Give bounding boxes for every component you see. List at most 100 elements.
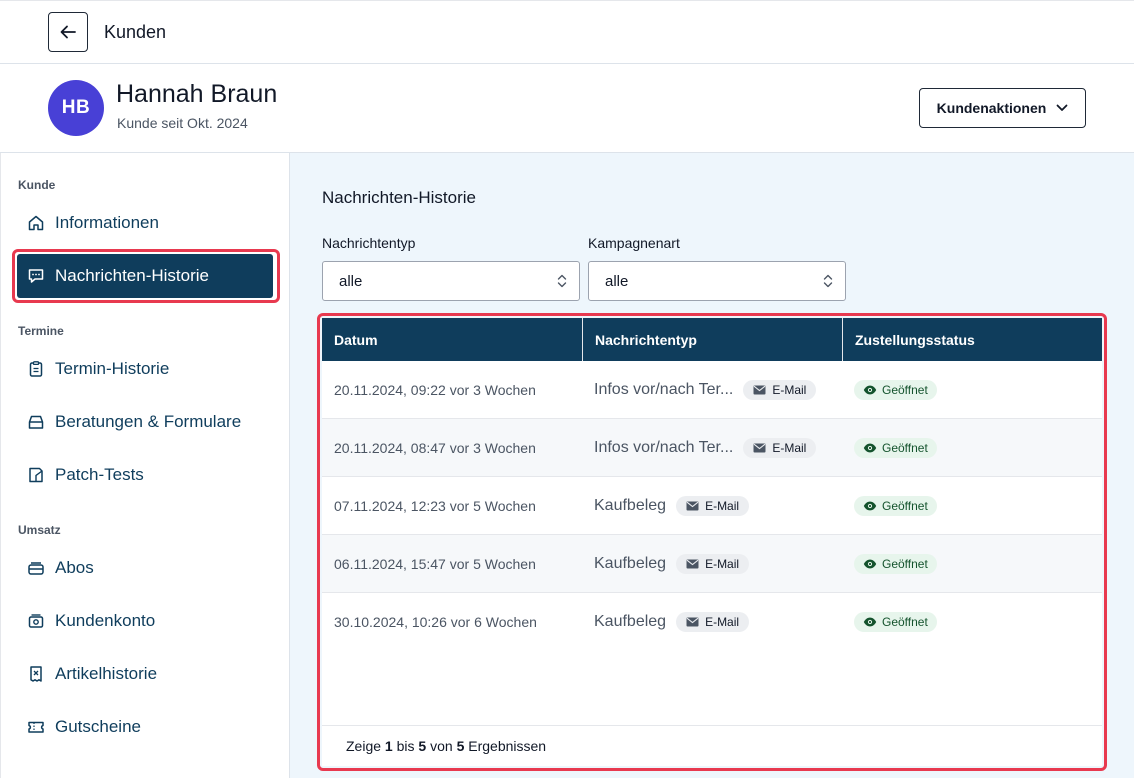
message-type: Kaufbeleg — [594, 555, 667, 572]
channel-label: E-Mail — [705, 557, 740, 571]
sidebar: Kunde Informationen Nachrichten-Historie… — [0, 153, 290, 778]
sidebar-item-label: Patch-Tests — [55, 465, 144, 484]
sidebar-item-label: Kundenkonto — [55, 611, 156, 630]
sidebar-item-beratungen-formulare[interactable]: Beratungen & Formulare — [17, 400, 273, 444]
stack-icon — [27, 559, 45, 577]
active-item-highlight — [12, 249, 280, 303]
results-suffix: Ergebnissen — [468, 738, 547, 754]
sidebar-section-termine: Termine — [18, 324, 64, 338]
sidebar-item-gutscheine[interactable]: Gutscheine — [17, 705, 273, 749]
pagination-summary: Zeige 1 bis 5 von 5 Ergebnissen — [322, 725, 1102, 766]
home-icon — [27, 214, 45, 232]
cell-date: 07.11.2024, 12:23 vor 5 Wochen — [334, 498, 536, 514]
filter-label-nachrichtentyp: Nachrichtentyp — [322, 235, 416, 251]
sidebar-item-kundenkonto[interactable]: Kundenkonto — [17, 599, 273, 643]
cell-date: 30.10.2024, 10:26 vor 6 Wochen — [334, 614, 537, 630]
sidebar-item-termin-historie[interactable]: Termin-Historie — [17, 347, 273, 391]
mail-icon — [686, 559, 699, 569]
cell-type: Kaufbeleg E-Mail — [582, 535, 842, 593]
status-label: Geöffnet — [882, 557, 928, 571]
cell-type: Kaufbeleg E-Mail — [582, 477, 842, 535]
sidebar-section-umsatz: Umsatz — [18, 523, 61, 537]
status-badge: Geöffnet — [854, 380, 937, 400]
column-header-nachrichtentyp[interactable]: Nachrichtentyp — [583, 318, 843, 361]
channel-label: E-Mail — [705, 499, 740, 513]
mail-icon — [753, 443, 766, 453]
cell-status: Geöffnet — [842, 361, 1102, 419]
sidebar-section-kunde: Kunde — [18, 178, 56, 192]
status-label: Geöffnet — [882, 441, 928, 455]
cell-type: Kaufbeleg E-Mail — [582, 593, 842, 651]
table-highlight — [317, 313, 1107, 771]
back-button[interactable] — [48, 12, 88, 52]
results-to: 5 — [418, 738, 427, 754]
page-title: Kunden — [104, 22, 167, 42]
message-type: Kaufbeleg — [594, 613, 667, 630]
patch-icon — [27, 466, 45, 484]
nachrichtentyp-select[interactable]: alle — [322, 261, 580, 301]
cell-status: Geöffnet — [842, 535, 1102, 593]
status-badge: Geöffnet — [854, 554, 937, 574]
message-type: Kaufbeleg — [594, 497, 667, 514]
status-badge: Geöffnet — [854, 496, 937, 516]
cell-date: 06.11.2024, 15:47 vor 5 Wochen — [334, 556, 536, 572]
table-row[interactable]: 20.11.2024, 09:22 vor 3 Wochen Infos vor… — [322, 361, 1102, 419]
chat-icon — [27, 267, 45, 285]
sidebar-item-label: Informationen — [55, 213, 159, 232]
clipboard-icon — [27, 360, 45, 378]
status-badge: Geöffnet — [854, 438, 937, 458]
sidebar-item-informationen[interactable]: Informationen — [17, 201, 273, 245]
eye-icon — [863, 385, 877, 395]
message-history-table: Datum Nachrichtentyp Zustellungsstatus 2… — [322, 318, 1102, 766]
cell-status: Geöffnet — [842, 593, 1102, 651]
receipt-icon — [27, 665, 45, 683]
column-header-zustellungsstatus[interactable]: Zustellungsstatus — [855, 331, 975, 348]
mail-icon — [686, 501, 699, 511]
cell-type: Infos vor/nach Ter... E-Mail — [582, 361, 842, 419]
sidebar-item-patch-tests[interactable]: Patch-Tests — [17, 453, 273, 497]
select-value: alle — [339, 272, 363, 290]
table-row[interactable]: 06.11.2024, 15:47 vor 5 Wochen Kaufbeleg… — [322, 535, 1102, 593]
customer-actions-button[interactable]: Kundenaktionen — [919, 88, 1086, 128]
eye-icon — [863, 501, 877, 511]
mail-icon — [686, 617, 699, 627]
sidebar-item-abos[interactable]: Abos — [17, 546, 273, 590]
cell-date: 20.11.2024, 08:47 vor 3 Wochen — [334, 440, 536, 456]
mail-icon — [753, 385, 766, 395]
customer-name: Hannah Braun — [116, 80, 278, 108]
customer-header: HB Hannah Braun Kunde seit Okt. 2024 Kun… — [0, 64, 1134, 153]
sidebar-item-label: Beratungen & Formulare — [55, 412, 242, 431]
sidebar-item-artikelhistorie[interactable]: Artikelhistorie — [17, 652, 273, 696]
sidebar-item-label: Termin-Historie — [55, 359, 170, 378]
table-row[interactable]: 30.10.2024, 10:26 vor 6 Wochen Kaufbeleg… — [322, 593, 1102, 651]
channel-label: E-Mail — [705, 615, 740, 629]
channel-label: E-Mail — [772, 441, 807, 455]
status-label: Geöffnet — [882, 615, 928, 629]
chevron-updown-icon — [557, 274, 567, 288]
message-type: Infos vor/nach Ter... — [594, 439, 734, 456]
ticket-icon — [27, 718, 45, 736]
chevron-down-icon — [1056, 104, 1068, 111]
cell-date: 20.11.2024, 09:22 vor 3 Wochen — [334, 382, 536, 398]
sidebar-item-label: Nachrichten-Historie — [55, 266, 209, 285]
column-header-datum[interactable]: Datum — [322, 318, 583, 361]
filter-label-kampagnenart: Kampagnenart — [588, 235, 680, 251]
status-label: Geöffnet — [882, 499, 928, 513]
kampagnenart-select[interactable]: alle — [588, 261, 846, 301]
sidebar-item-nachrichten-historie[interactable]: Nachrichten-Historie — [17, 254, 273, 298]
results-mid2: von — [430, 738, 453, 754]
table-row[interactable]: 20.11.2024, 08:47 vor 3 Wochen Infos vor… — [322, 419, 1102, 477]
eye-icon — [863, 443, 877, 453]
status-badge: Geöffnet — [854, 612, 937, 632]
chevron-updown-icon — [823, 274, 833, 288]
table-row[interactable]: 07.11.2024, 12:23 vor 5 Wochen Kaufbeleg… — [322, 477, 1102, 535]
channel-badge: E-Mail — [743, 380, 817, 400]
tray-icon — [27, 413, 45, 431]
message-type: Infos vor/nach Ter... — [594, 381, 734, 398]
sidebar-item-label: Gutscheine — [55, 717, 141, 736]
results-total: 5 — [456, 738, 465, 754]
avatar: HB — [48, 80, 104, 136]
status-label: Geöffnet — [882, 383, 928, 397]
cell-type: Infos vor/nach Ter... E-Mail — [582, 419, 842, 477]
channel-badge: E-Mail — [743, 438, 817, 458]
